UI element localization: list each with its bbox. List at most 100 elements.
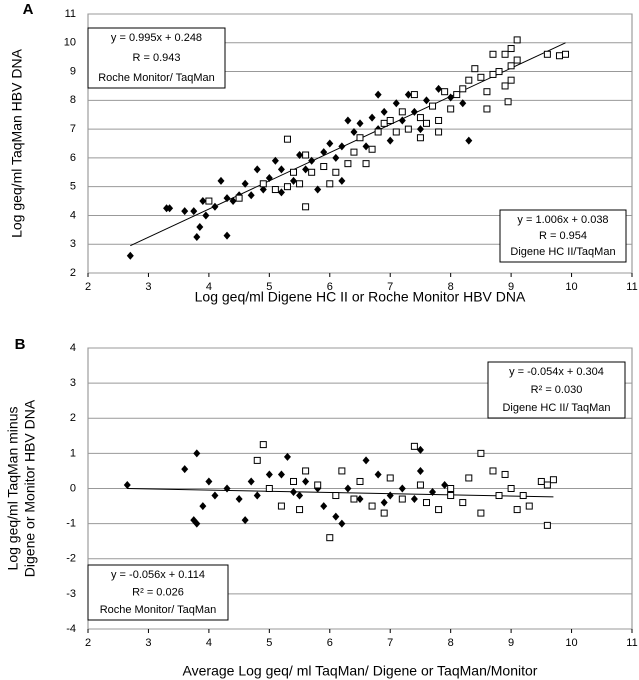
square-point — [441, 88, 449, 96]
diamond-point — [380, 498, 388, 507]
square-point — [562, 50, 570, 58]
diamond-point — [290, 176, 298, 185]
square-point — [398, 495, 406, 503]
square-point — [447, 492, 455, 500]
square-point — [495, 492, 503, 500]
diamond-point — [235, 495, 243, 504]
square-point — [283, 183, 291, 191]
square-point — [501, 470, 509, 478]
diamond-point — [362, 456, 370, 465]
x-tick-label: 3 — [145, 281, 151, 293]
diamond-point — [223, 194, 231, 203]
equation-box — [499, 209, 627, 263]
y-tick-label: 8 — [70, 94, 76, 106]
square-point — [422, 499, 430, 507]
square-point — [543, 50, 551, 58]
square-point — [507, 62, 515, 70]
square-point — [332, 168, 340, 176]
square-point — [296, 506, 304, 514]
equation-box — [87, 27, 226, 89]
x-axis-label: Average Log geq/ ml TaqMan/ Digene or Ta… — [183, 663, 538, 679]
square-point — [386, 116, 394, 124]
x-tick-label: 10 — [565, 281, 577, 293]
square-point — [504, 98, 512, 106]
diamond-point — [193, 233, 201, 242]
square-point — [320, 163, 328, 171]
square-point — [368, 145, 376, 153]
diamond-point — [265, 470, 273, 479]
square-point — [416, 134, 424, 142]
square-point — [525, 502, 533, 510]
diamond-point — [247, 191, 255, 200]
diamond-point — [392, 99, 400, 108]
diamond-point — [410, 495, 418, 504]
square-point — [302, 151, 310, 159]
square-point — [326, 180, 334, 188]
equation-text: Digene HC II/TaqMan — [510, 246, 615, 258]
diamond-point — [166, 204, 174, 213]
square-point — [296, 180, 304, 188]
square-point — [308, 168, 316, 176]
diamond-point — [350, 127, 358, 136]
square-point — [380, 119, 388, 127]
x-tick-label: 4 — [206, 637, 212, 649]
diamond-point — [374, 470, 382, 479]
square-point — [380, 509, 388, 517]
panel-label: B — [15, 336, 26, 353]
y-tick-label: 3 — [70, 238, 76, 250]
square-point — [507, 76, 515, 84]
diamond-point — [181, 465, 189, 474]
x-tick-label: 11 — [626, 281, 637, 293]
square-point — [447, 105, 455, 113]
square-point — [537, 477, 545, 485]
square-point — [513, 56, 521, 64]
square-point — [507, 485, 515, 492]
diamond-point — [205, 477, 213, 486]
diamond-point — [422, 96, 430, 105]
diamond-point — [416, 125, 424, 134]
square-point — [277, 502, 285, 510]
diamond-point — [223, 484, 231, 493]
diamond-point — [277, 470, 285, 479]
equation-text: Roche Monitor/ TaqMan — [100, 604, 217, 616]
diamond-point — [344, 116, 352, 125]
square-point — [416, 481, 424, 489]
y-tick-label: -4 — [66, 623, 76, 635]
equation-text: R = 0.943 — [132, 52, 180, 64]
equation-text: Digene HC II/ TaqMan — [502, 402, 610, 414]
diamond-point — [241, 516, 249, 525]
diamond-point — [386, 136, 394, 145]
diamond-point — [326, 139, 334, 148]
square-point — [368, 502, 376, 510]
square-point — [513, 36, 521, 44]
square-point — [326, 534, 334, 542]
square-point — [471, 65, 479, 73]
square-point — [477, 449, 485, 457]
diamond-point — [296, 491, 304, 500]
diamond-point — [338, 519, 346, 528]
x-tick-label: 8 — [448, 281, 454, 293]
x-tick-label: 5 — [266, 637, 272, 649]
square-point — [404, 125, 412, 133]
equation-text: R = 0.954 — [539, 230, 587, 242]
square-point — [435, 128, 443, 136]
y-axis-label: Digene or Monitor HBV DNA — [22, 399, 38, 577]
diamond-point — [465, 136, 473, 145]
square-point — [555, 52, 563, 60]
square-point — [483, 105, 491, 113]
diamond-point — [459, 99, 467, 108]
square-point — [374, 128, 382, 136]
y-tick-label: 11 — [65, 8, 76, 20]
y-tick-label: -3 — [66, 588, 76, 600]
square-point — [465, 474, 473, 482]
square-point — [253, 456, 261, 464]
diamond-point — [441, 480, 449, 489]
x-tick-label: 8 — [448, 637, 454, 649]
square-point — [422, 119, 430, 127]
square-point — [356, 134, 364, 142]
square-point — [447, 485, 455, 492]
square-point — [350, 495, 358, 503]
diamond-point — [320, 502, 328, 511]
square-point — [265, 485, 273, 492]
